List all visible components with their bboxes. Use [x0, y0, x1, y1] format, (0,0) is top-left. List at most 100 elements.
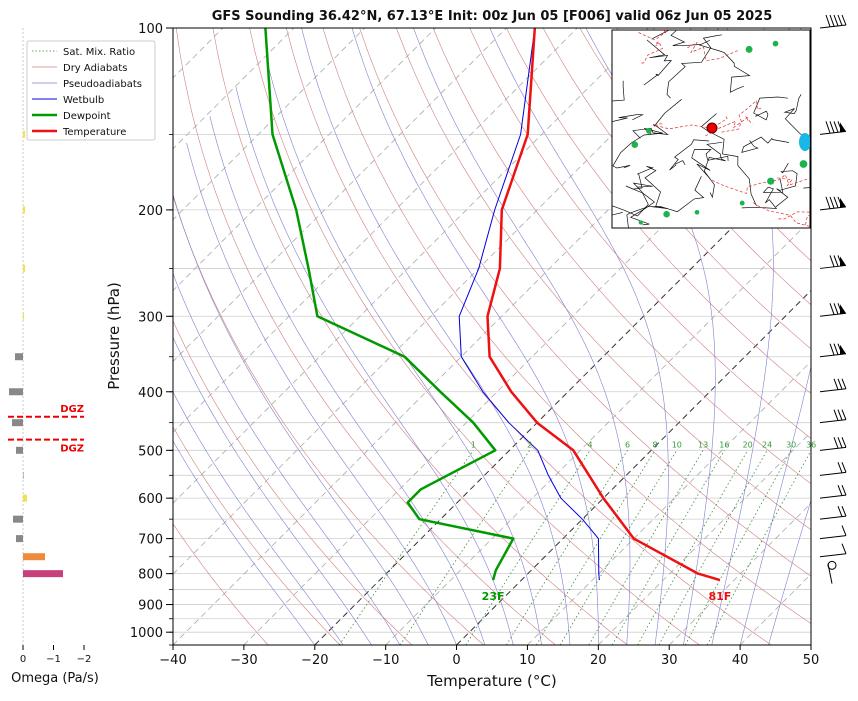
map-contour-line — [536, 81, 624, 118]
omega-axis-label: Omega (Pa/s) — [11, 671, 99, 686]
omega-bar — [23, 313, 24, 320]
mixing-ratio-line — [339, 450, 473, 645]
wind-barbs — [820, 15, 846, 584]
mixing-ratio-label: 36 — [806, 440, 816, 449]
map-precip-blob — [639, 220, 643, 224]
mixing-ratio-line — [506, 450, 627, 645]
x-axis-label: Temperature (°C) — [426, 672, 556, 690]
x-tick-label: −30 — [230, 653, 257, 668]
omega-bars: DGZ DGZ — [8, 131, 84, 577]
wind-barb-icon — [820, 344, 846, 357]
mixing-ratio-label: 24 — [762, 440, 772, 449]
map-precip-blob — [799, 133, 811, 151]
wind-barb-icon — [820, 506, 846, 519]
map-precip-blob — [746, 46, 753, 53]
omega-bar — [23, 131, 25, 138]
calm-wind-icon — [828, 561, 836, 569]
omega-bar — [23, 206, 25, 213]
dgz-label: DGZ — [60, 404, 84, 415]
map-precip-blob — [646, 128, 652, 134]
omega-bar — [16, 535, 23, 542]
y-tick-label: 100 — [138, 22, 163, 37]
mixing-ratio-line — [659, 450, 767, 645]
map-precip-blob — [800, 160, 808, 168]
omega-bar — [16, 447, 23, 454]
pseudoadiabat-line — [236, 87, 514, 645]
wind-barb-icon — [820, 379, 846, 392]
x-tick-label: −10 — [372, 653, 399, 668]
isotherm-line — [811, 28, 858, 645]
dewpoint-profile-line — [265, 28, 513, 580]
mixing-ratio-line — [707, 450, 811, 645]
wind-barb-icon — [820, 197, 846, 210]
dry-adiabat-line — [837, 28, 858, 645]
pseudoadiabat-line — [352, 28, 598, 645]
omega-tick-label: 0 — [20, 654, 26, 665]
y-axis-label: Pressure (hPa) — [105, 282, 123, 390]
wind-barb-icon — [820, 544, 846, 557]
mixing-ratio-line — [400, 450, 530, 645]
omega-tick-label: −1 — [46, 654, 61, 665]
y-tick-label: 200 — [138, 204, 163, 219]
wind-barb-icon — [820, 437, 846, 450]
wind-barb-icon — [820, 255, 846, 268]
mixing-ratio-label: 30 — [786, 440, 796, 449]
dgz-label: DGZ — [60, 444, 84, 455]
mixing-ratio-label: 13 — [698, 440, 708, 449]
x-tick-label: −40 — [159, 653, 186, 668]
pseudoadiabat-line — [210, 116, 485, 645]
mixing-ratio-label: 8 — [652, 440, 657, 449]
omega-bar — [23, 265, 25, 272]
mixing-ratio-label: 1 — [471, 440, 476, 449]
legend: Sat. Mix. Ratio Dry Adiabats Pseudoadiabat… — [27, 41, 155, 140]
y-tick-label: 800 — [138, 568, 163, 583]
mixing-ratio-label: 4 — [588, 440, 593, 449]
wind-barb-icon — [820, 121, 846, 134]
pseudoadiabat-line — [414, 28, 631, 645]
chart-title: GFS Sounding 36.42°N, 67.13°E Init: 00z … — [212, 9, 773, 24]
x-tick-label: 30 — [661, 653, 678, 668]
map-precip-blob — [632, 141, 639, 148]
dry-adiabat-line — [176, 28, 555, 645]
legend-label: Sat. Mix. Ratio — [63, 47, 135, 58]
mixing-ratio-line — [536, 450, 655, 645]
omega-bar — [23, 570, 63, 577]
legend-label: Wetbulb — [63, 95, 104, 106]
y-tick-label: 400 — [138, 386, 163, 401]
omega-bar — [23, 472, 24, 479]
x-tick-label: 40 — [732, 653, 749, 668]
surface-value-label: 81F — [708, 590, 731, 603]
x-tick-label: −20 — [301, 653, 328, 668]
legend-label: Dewpoint — [63, 111, 111, 122]
legend-label: Pseudoadiabats — [63, 79, 142, 90]
legend-label: Dry Adiabats — [63, 63, 127, 74]
x-tick-label: 50 — [803, 653, 820, 668]
mixing-ratio-label: 2 — [527, 440, 532, 449]
legend-label: Temperature — [62, 127, 126, 138]
pseudoadiabat-line — [90, 235, 315, 645]
omega-bar — [13, 516, 23, 523]
wind-barb-icon — [820, 410, 846, 423]
mixing-ratio-label: 6 — [625, 440, 630, 449]
y-tick-label: 500 — [138, 444, 163, 459]
pseudoadiabat-line — [187, 143, 457, 645]
y-tick-label: 700 — [138, 533, 163, 548]
x-tick-label: 20 — [590, 653, 607, 668]
wind-barb-icon — [820, 303, 846, 316]
map-precip-blob — [663, 211, 670, 218]
map-thickness-line — [806, 207, 858, 225]
pseudoadiabat-line — [144, 182, 400, 645]
pseudoadiabat-line — [268, 65, 542, 645]
map-precip-blob — [767, 178, 774, 185]
inset-map — [536, 18, 858, 238]
omega-bar — [9, 388, 23, 395]
mixing-ratio-line — [685, 450, 791, 645]
omega-x-axis: 0−1−2 — [20, 645, 92, 665]
y-tick-label: 300 — [138, 310, 163, 325]
map-precip-blob — [695, 210, 700, 215]
